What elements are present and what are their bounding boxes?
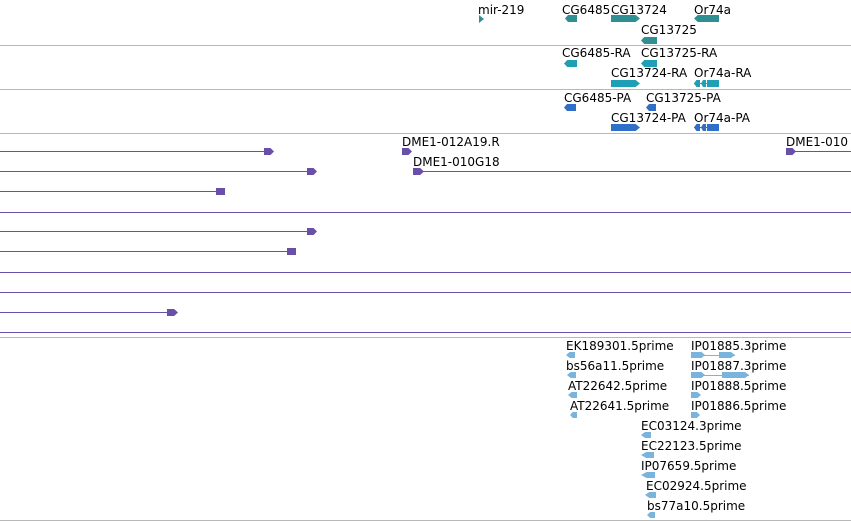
feature-label: Or74a: [694, 3, 732, 17]
feature-label: Or74a-PA: [694, 111, 751, 125]
feature-label: EK189301.5prime: [566, 339, 674, 353]
feature-label: bs56a11.5prime: [566, 359, 665, 373]
feature-label: bs77a10.5prime: [647, 499, 746, 513]
clone-line: [0, 212, 851, 213]
est-glyph[interactable]: [691, 372, 705, 378]
intron-line: [694, 83, 719, 84]
protein-glyph[interactable]: [701, 124, 706, 131]
feature-label: DME1-010G18: [413, 155, 500, 169]
est-glyph[interactable]: [570, 412, 577, 418]
est-intron-line: [691, 355, 735, 356]
clone-line: [0, 292, 851, 293]
est-intron-line: [691, 375, 749, 376]
est-glyph[interactable]: [641, 452, 654, 458]
feature-label: IP01888.5prime: [691, 379, 787, 393]
clone-line: [420, 171, 851, 172]
protein-glyph[interactable]: [564, 104, 576, 111]
clone-end-glyph[interactable]: [287, 248, 296, 255]
clone-line: [0, 251, 290, 252]
est-track: EK189301.5prime bs56a11.5prime AT22642.5…: [0, 338, 851, 521]
clone-end-glyph[interactable]: [786, 148, 796, 155]
clone-line: [0, 231, 310, 232]
clone-end-glyph[interactable]: [402, 148, 412, 155]
clone-end-glyph[interactable]: [307, 228, 317, 235]
transcript-glyph[interactable]: [694, 80, 700, 87]
feature-label: IP01886.5prime: [691, 399, 787, 413]
clone-line: [0, 332, 851, 333]
gene-glyph[interactable]: [611, 15, 640, 22]
feature-label: IP01885.3prime: [691, 339, 787, 353]
est-glyph[interactable]: [567, 372, 576, 378]
transcript-glyph[interactable]: [611, 80, 640, 87]
est-glyph[interactable]: [645, 492, 656, 498]
clone-track: DME1-012A19.R DME1-010 DME1-010G18: [0, 134, 851, 337]
clone-line: [0, 272, 851, 273]
feature-label: IP01887.3prime: [691, 359, 787, 373]
feature-label: DME1-010: [786, 135, 849, 149]
gene-glyph[interactable]: [641, 37, 657, 44]
intron-line: [694, 127, 719, 128]
est-glyph[interactable]: [691, 392, 701, 398]
feature-label: DME1-012A19.R: [402, 135, 500, 149]
protein-glyph[interactable]: [611, 124, 640, 131]
feature-label: Or74a-RA: [694, 66, 752, 80]
feature-label: CG6485-PA: [564, 91, 632, 105]
gene-glyph[interactable]: [479, 15, 484, 23]
clone-line: [0, 171, 310, 172]
feature-label: CG13724-PA: [611, 111, 686, 125]
feature-label: EC22123.5prime: [641, 439, 742, 453]
track-divider: [0, 337, 851, 338]
est-glyph[interactable]: [647, 512, 655, 518]
protein-glyph[interactable]: [707, 124, 719, 131]
transcript-glyph[interactable]: [707, 80, 719, 87]
track-divider: [0, 133, 851, 134]
transcript-track: CG6485-RA CG13725-RA CG13724-RA Or74a-RA: [0, 46, 851, 89]
feature-label: CG13724-RA: [611, 66, 688, 80]
feature-label: CG13725-PA: [646, 91, 721, 105]
clone-line: [0, 191, 218, 192]
clone-end-glyph[interactable]: [216, 188, 225, 195]
gene-track: mir-219 CG6485 CG13724 Or74a CG13725: [0, 0, 851, 45]
gene-glyph[interactable]: [565, 15, 577, 22]
est-glyph[interactable]: [722, 372, 749, 378]
est-glyph[interactable]: [641, 472, 655, 478]
protein-track: CG6485-PA CG13725-PA CG13724-PA Or74a-PA: [0, 90, 851, 133]
est-glyph[interactable]: [568, 392, 577, 398]
feature-label: CG13724: [611, 3, 667, 17]
feature-label: EC03124.3prime: [641, 419, 742, 433]
feature-label: CG13725: [641, 23, 697, 37]
transcript-glyph[interactable]: [641, 60, 657, 67]
feature-label: CG6485-RA: [562, 46, 631, 60]
clone-line: [0, 312, 170, 313]
feature-label: AT22641.5prime: [570, 399, 670, 413]
est-glyph[interactable]: [719, 352, 735, 358]
track-divider: [0, 89, 851, 90]
feature-label: mir-219: [478, 3, 525, 17]
feature-label: CG6485: [562, 3, 611, 17]
est-glyph[interactable]: [691, 412, 700, 418]
clone-line: [0, 151, 266, 152]
feature-label: EC02924.5prime: [646, 479, 747, 493]
protein-glyph[interactable]: [646, 104, 656, 111]
track-divider: [0, 45, 851, 46]
clone-end-glyph[interactable]: [413, 168, 424, 175]
est-glyph[interactable]: [691, 352, 705, 358]
clone-end-glyph[interactable]: [264, 148, 274, 155]
est-glyph[interactable]: [566, 352, 575, 358]
feature-label: IP07659.5prime: [641, 459, 737, 473]
protein-glyph[interactable]: [694, 124, 700, 131]
gene-glyph[interactable]: [694, 15, 719, 22]
transcript-glyph[interactable]: [564, 60, 577, 67]
transcript-glyph[interactable]: [701, 80, 706, 87]
est-glyph[interactable]: [641, 432, 651, 438]
feature-label: CG13725-RA: [641, 46, 718, 60]
clone-line: [794, 151, 851, 152]
clone-end-glyph[interactable]: [307, 168, 317, 175]
feature-label: AT22642.5prime: [568, 379, 668, 393]
clone-end-glyph[interactable]: [167, 309, 178, 316]
